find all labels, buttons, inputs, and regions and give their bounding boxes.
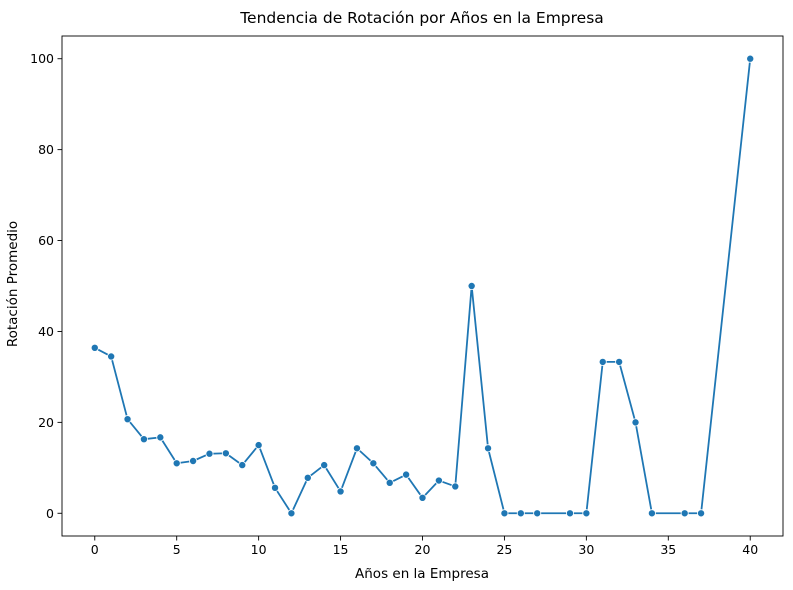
data-point (615, 357, 624, 366)
data-point (172, 459, 181, 468)
data-point (336, 487, 345, 496)
data-point (434, 476, 443, 485)
data-point (189, 456, 198, 465)
x-tick-label: 35 (660, 542, 676, 557)
data-point (746, 54, 755, 63)
data-point (271, 483, 280, 492)
y-axis-label: Rotación Promedio (5, 221, 21, 347)
x-tick-label: 20 (415, 542, 431, 557)
data-point (287, 509, 296, 518)
data-point (565, 509, 574, 518)
y-tick-label: 40 (38, 324, 54, 339)
y-tick-label: 60 (38, 233, 54, 248)
x-tick-label: 40 (742, 542, 758, 557)
data-point (647, 509, 656, 518)
data-point (303, 473, 312, 482)
data-point (385, 478, 394, 487)
data-point (90, 343, 99, 352)
data-point (254, 441, 263, 450)
data-point (697, 509, 706, 518)
data-point (516, 509, 525, 518)
data-point (402, 470, 411, 479)
data-point (156, 433, 165, 442)
data-point (533, 509, 542, 518)
series-line (94, 58, 752, 515)
data-point (238, 461, 247, 470)
data-point (467, 281, 476, 290)
data-point (598, 357, 607, 366)
data-point (582, 509, 591, 518)
plot-area: 0 5 10 15 20 25 30 35 40 0 20 40 60 80 100 (30, 35, 784, 557)
x-tick-label: 15 (333, 542, 349, 557)
data-point (107, 352, 116, 361)
data-point (680, 509, 689, 518)
x-tick-label: 10 (251, 542, 267, 557)
data-point (123, 415, 132, 424)
x-tick-label: 5 (173, 542, 181, 557)
plot-frame (61, 35, 784, 537)
x-tick-label: 30 (578, 542, 594, 557)
x-tick-label: 25 (496, 542, 512, 557)
y-tick-label: 100 (30, 51, 54, 66)
data-point (418, 493, 427, 502)
y-tick-label: 20 (38, 415, 54, 430)
data-point (369, 459, 378, 468)
x-axis-label: Años en la Empresa (355, 566, 489, 582)
data-point (320, 461, 329, 470)
x-tick-label: 0 (91, 542, 99, 557)
data-point (221, 449, 230, 458)
data-point (205, 449, 214, 458)
y-tick-label: 0 (46, 506, 54, 521)
data-point (451, 482, 460, 491)
data-point (352, 444, 361, 453)
chart-title: Tendencia de Rotación por Años en la Emp… (239, 9, 604, 27)
y-tick-label: 80 (38, 142, 54, 157)
data-point (500, 509, 509, 518)
data-point (139, 435, 148, 444)
data-point (631, 418, 640, 427)
data-point (484, 444, 493, 453)
